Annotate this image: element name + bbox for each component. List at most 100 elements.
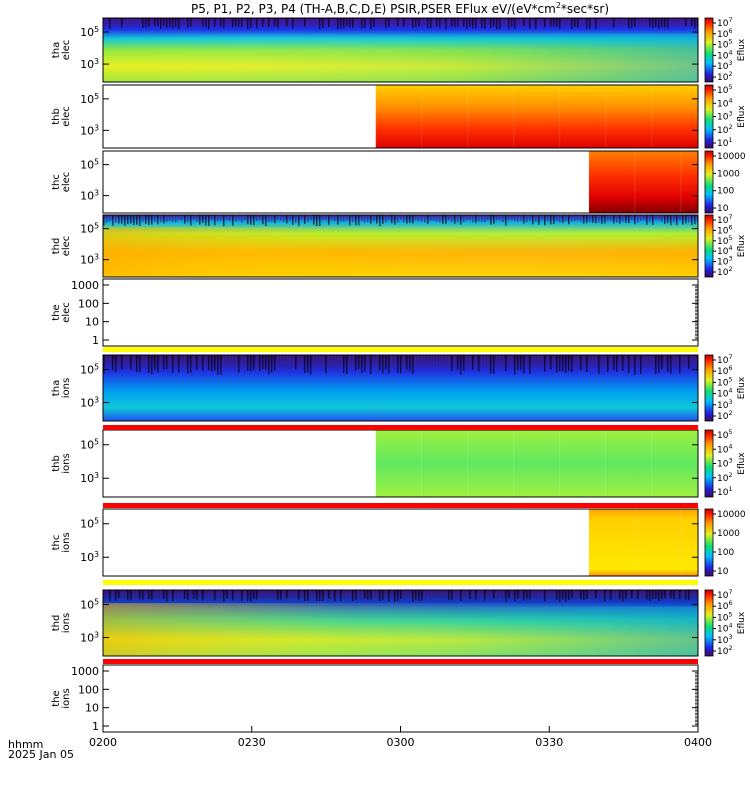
spectrogram-noise (244, 355, 246, 365)
spectrogram-noise (415, 590, 417, 601)
spectrogram-noise (613, 18, 615, 28)
spectrogram-noise (379, 590, 381, 601)
spectrogram-noise (277, 18, 279, 29)
spectrogram-noise (337, 18, 339, 30)
spectrogram-noise (523, 590, 525, 601)
y-axis-label: thdelec (51, 236, 72, 257)
spectrogram-noise (616, 355, 618, 372)
spectrogram-noise (571, 18, 573, 30)
spectrogram-noise (187, 355, 189, 374)
y-tick-label: 10 (85, 702, 99, 715)
spectrogram-noise (346, 590, 348, 598)
spectrogram-noise (268, 215, 270, 222)
colorbar-label: Eflux (737, 611, 747, 634)
spectrogram-noise (640, 215, 642, 221)
y-tick-label: 105 (80, 92, 99, 106)
spectrogram-noise (394, 18, 396, 25)
spectrogram-noise (265, 355, 267, 370)
spectrogram-noise (394, 590, 396, 602)
y-tick-label: 1 (92, 720, 99, 733)
spectrogram-noise (214, 18, 216, 27)
spectrogram-noise (604, 215, 606, 224)
spectrogram-noise (625, 215, 627, 223)
spectrogram-noise (313, 590, 315, 597)
spectrogram-noise (568, 355, 570, 372)
spectrogram-noise (265, 18, 267, 26)
y-axis-label: thaions (51, 378, 72, 398)
spectrogram-noise (487, 215, 489, 221)
spectrogram-noise (259, 215, 261, 220)
spectrogram-noise (619, 18, 621, 23)
spectrogram-noise (154, 590, 156, 595)
spectrogram-noise (193, 355, 195, 367)
y-axis-label: thcions (51, 532, 72, 552)
spectrogram-noise (508, 18, 510, 30)
yellow-status-bar (103, 347, 698, 352)
spectrogram-noise (394, 355, 396, 369)
colorbar (704, 589, 714, 657)
spectrogram-noise (136, 18, 138, 24)
colorbar-tick-label: 107 (717, 589, 732, 601)
spectrogram-noise (661, 18, 663, 28)
spectrogram-noise (583, 215, 585, 224)
spectrogram-noise (376, 215, 378, 224)
spectrogram-noise (196, 355, 198, 371)
spectrogram-noise (361, 590, 363, 598)
spectrogram-noise (658, 590, 660, 602)
y-tick-label: 105 (80, 158, 99, 172)
spectrogram-noise (631, 18, 633, 29)
spectrogram-noise (436, 590, 438, 595)
spectrogram-noise (658, 18, 660, 29)
spectrogram-noise (301, 18, 303, 25)
spectrogram-noise (685, 215, 687, 224)
spectrogram-noise (229, 355, 231, 364)
panel-thc-ions: 105 103 thcions 10000 1000 100 10 (51, 508, 746, 577)
spectrogram-noise (220, 590, 222, 596)
spectrogram-noise (367, 590, 369, 600)
spectrogram-noise (163, 355, 165, 370)
spectrogram-noise (529, 590, 531, 600)
spectrogram-noise (202, 355, 204, 371)
colorbar-tick-label: 1000 (717, 529, 740, 539)
spectrogram-noise (289, 215, 291, 221)
spectrogram-noise (568, 215, 570, 225)
spectrogram-noise (631, 215, 633, 220)
spectrogram-noise (175, 355, 177, 365)
spectrogram-noise (388, 215, 390, 220)
spectrogram-noise (151, 590, 153, 601)
spectrogram-noise (247, 355, 249, 371)
colorbar-tick-label: 102 (717, 266, 732, 278)
spectrogram-noise (109, 590, 111, 602)
spectrogram-noise (133, 590, 135, 598)
spectrogram-noise (160, 355, 162, 368)
spectrogram-noise (394, 215, 396, 225)
spectrogram-noise (184, 590, 186, 600)
spectrogram-noise (367, 215, 369, 223)
spectrogram-noise (298, 590, 300, 600)
spectrogram-noise (673, 355, 675, 367)
spectrogram-noise (364, 355, 366, 372)
spectrogram-thb-elec (375, 85, 698, 148)
spectrogram-noise (397, 590, 399, 602)
spectrogram-noise (502, 590, 504, 597)
spectrogram-noise (385, 355, 387, 370)
spectrogram-noise (526, 590, 528, 599)
spectrogram-noise (178, 215, 180, 220)
spectrogram-noise (481, 590, 483, 596)
spectrogram-noise (379, 18, 381, 26)
spectrogram-noise (118, 590, 120, 599)
spectrogram-noise (487, 355, 489, 368)
spectrogram-noise (388, 590, 390, 602)
spectrogram-noise (289, 18, 291, 26)
spectrogram-noise (358, 355, 360, 370)
spectrogram-noise (373, 590, 375, 597)
spectrogram-noise (196, 18, 198, 25)
spectrogram-noise (388, 18, 390, 28)
spectrogram-noise (103, 590, 105, 599)
spectrogram-noise (244, 18, 246, 26)
spectrogram-noise (556, 215, 558, 222)
spectrogram-noise (511, 18, 513, 28)
spectrogram-noise (586, 215, 588, 224)
spectrogram-noise (268, 355, 270, 375)
spectrogram-noise (559, 355, 561, 371)
